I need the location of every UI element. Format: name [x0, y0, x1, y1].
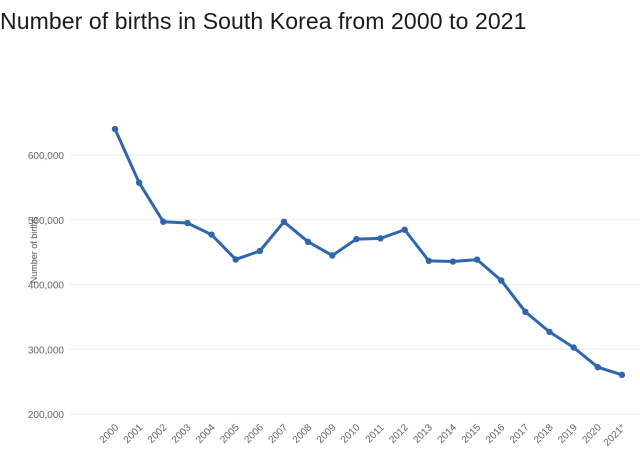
- data-point[interactable]: [111, 125, 119, 133]
- x-tick-label: 2011: [364, 422, 387, 445]
- data-point[interactable]: [184, 219, 191, 227]
- y-tick-label: 600,000: [28, 151, 65, 162]
- x-tick-label: 2004: [194, 422, 218, 446]
- data-point[interactable]: [594, 363, 601, 371]
- data-point[interactable]: [232, 256, 239, 263]
- x-tick-label: 2009: [315, 422, 339, 446]
- data-point[interactable]: [304, 238, 312, 246]
- chart-title: Number of births in South Korea from 200…: [0, 8, 527, 34]
- data-point[interactable]: [280, 218, 288, 226]
- x-tick-label: 2007: [267, 422, 291, 446]
- data-point[interactable]: [522, 308, 529, 316]
- y-tick-label: 300,000: [28, 345, 65, 356]
- data-point[interactable]: [256, 247, 264, 255]
- x-tick-label: 2003: [170, 422, 194, 446]
- x-tick-label: 2016: [484, 422, 508, 446]
- y-tick-label: 200,000: [28, 410, 65, 421]
- data-point[interactable]: [135, 179, 143, 186]
- x-tick-label: 2002: [146, 422, 170, 446]
- data-point[interactable]: [473, 256, 481, 263]
- x-tick-label: 2015: [460, 422, 484, 446]
- data-point[interactable]: [618, 371, 626, 379]
- data-point[interactable]: [377, 235, 384, 242]
- x-tick-label: 2019: [556, 422, 580, 446]
- y-tick-label: 500,000: [28, 216, 65, 227]
- data-point[interactable]: [498, 277, 505, 284]
- x-tick-label: 2014: [436, 422, 460, 446]
- y-axis-label: Number of births: [29, 216, 39, 283]
- data-point[interactable]: [208, 231, 215, 238]
- x-tick-label: 2021*: [602, 422, 628, 448]
- x-tick-label: 2010: [339, 422, 363, 446]
- data-point[interactable]: [425, 257, 433, 265]
- x-tick-label: 2005: [218, 422, 242, 446]
- data-point[interactable]: [546, 328, 553, 336]
- data-point[interactable]: [570, 344, 577, 351]
- x-tick-label: 2020: [580, 422, 604, 446]
- x-tick-label: 2006: [242, 422, 266, 446]
- x-tick-label: 2017: [508, 422, 532, 446]
- x-tick-label: 2018: [532, 422, 556, 446]
- x-tick-label: 2013: [411, 422, 435, 446]
- x-tick-label: 2001: [122, 422, 146, 446]
- y-tick-label: 400,000: [28, 281, 65, 292]
- x-tick-label: 2000: [98, 422, 122, 446]
- data-point[interactable]: [401, 226, 408, 233]
- data-point[interactable]: [329, 252, 336, 259]
- x-tick-label: 2008: [291, 422, 315, 446]
- data-point[interactable]: [160, 218, 167, 225]
- data-point[interactable]: [353, 235, 360, 243]
- series-line: [113, 128, 623, 377]
- x-tick-label: 2012: [387, 422, 411, 446]
- data-point[interactable]: [449, 258, 457, 265]
